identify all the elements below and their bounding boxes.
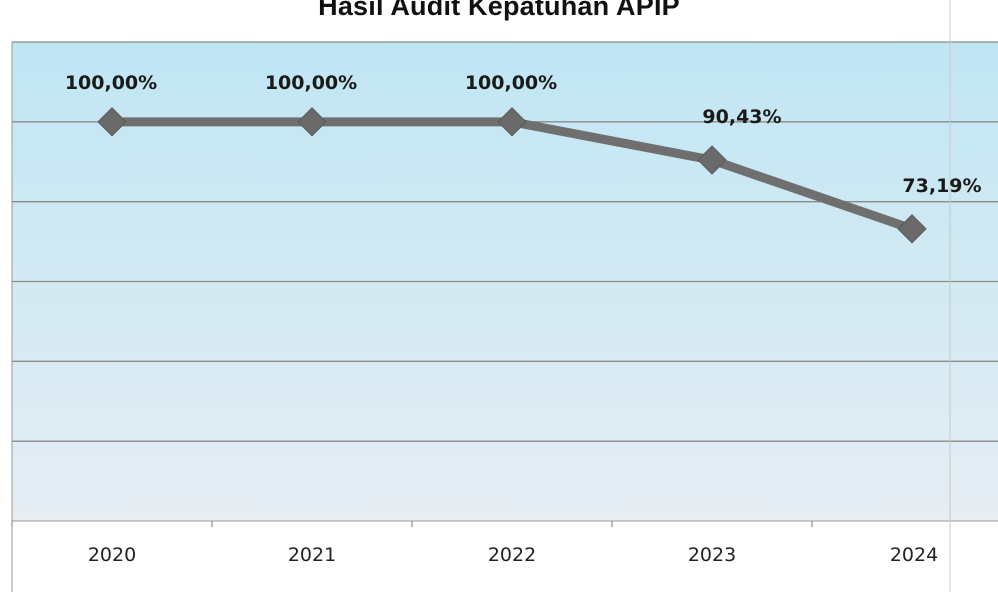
data-label: 73,19% xyxy=(902,175,981,197)
data-label: 100,00% xyxy=(465,72,557,94)
x-tick-label: 2023 xyxy=(688,544,736,566)
x-tick-label: 2022 xyxy=(488,544,536,566)
x-tick-label: 2021 xyxy=(288,544,336,566)
series-line-layer xyxy=(97,107,927,244)
data-point-marker xyxy=(97,107,127,137)
data-label: 90,43% xyxy=(702,106,781,128)
data-label: 100,00% xyxy=(65,72,157,94)
data-point-marker xyxy=(897,214,927,244)
data-label: 100,00% xyxy=(265,72,357,94)
data-point-marker xyxy=(697,145,727,175)
x-tick-label: 2020 xyxy=(88,544,136,566)
x-axis-ticks xyxy=(11,521,813,527)
data-point-marker xyxy=(497,107,527,137)
chart-title: Hasil Audit Kepatuhan APIP xyxy=(318,0,680,21)
data-label-layer: 100,00% 100,00% 100,00% 90,43% 73,19% xyxy=(65,72,982,197)
data-point-marker xyxy=(297,107,327,137)
x-tick-label: 2024 xyxy=(890,544,938,566)
x-axis-labels: 2020 2021 2022 2023 2024 xyxy=(88,544,938,566)
